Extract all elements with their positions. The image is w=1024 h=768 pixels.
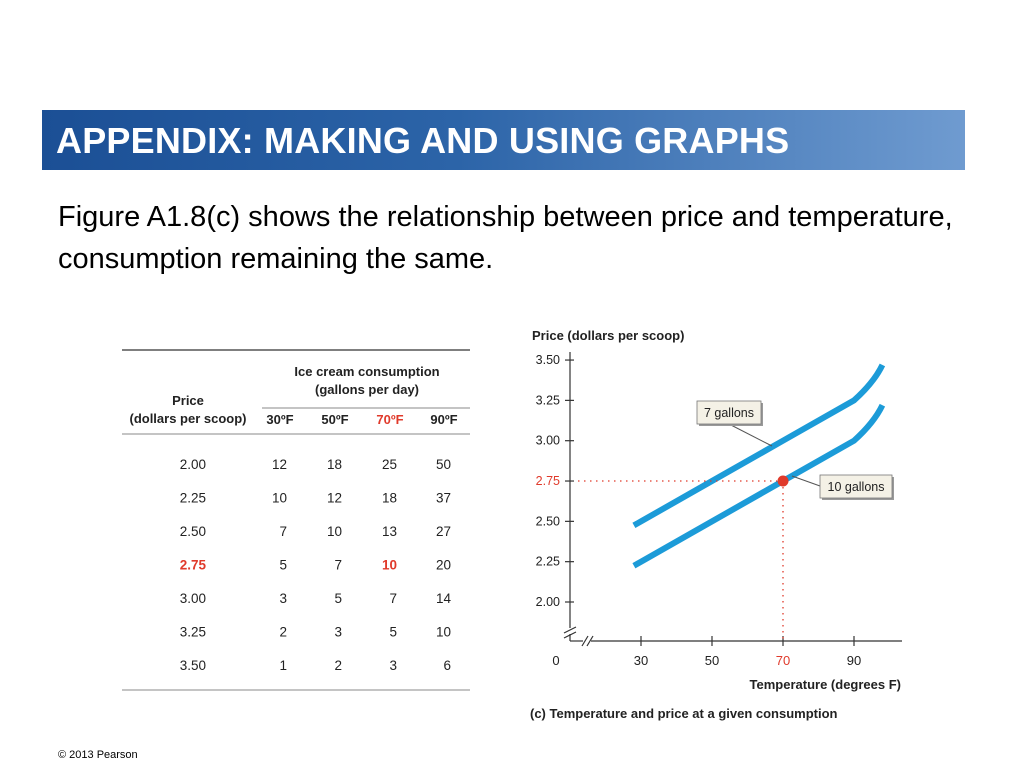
table-cell: 37 xyxy=(436,491,451,506)
table-cell: 10 xyxy=(382,558,397,573)
price-cell: 2.00 xyxy=(180,457,206,472)
series-label-leader xyxy=(728,423,773,447)
x-tick-label: 30 xyxy=(634,653,648,668)
table-cell: 5 xyxy=(279,558,287,573)
x-axis-break xyxy=(581,635,594,647)
column-header: 30ºF xyxy=(266,412,293,427)
consumption-header: Ice cream consumption xyxy=(294,364,439,379)
table-cell: 25 xyxy=(382,457,397,472)
table-cell: 10 xyxy=(272,491,287,506)
series-line-10-gallons xyxy=(632,403,886,569)
table-cell: 2 xyxy=(334,658,342,673)
price-cell: 3.50 xyxy=(180,658,206,673)
price-cell: 2.75 xyxy=(180,558,207,573)
table-cell: 12 xyxy=(327,491,342,506)
table-cell: 6 xyxy=(443,658,451,673)
column-header: 90ºF xyxy=(430,412,457,427)
price-cell: 2.50 xyxy=(180,524,206,539)
table-cell: 3 xyxy=(279,591,287,606)
table-cell: 12 xyxy=(272,457,287,472)
table-cell: 18 xyxy=(327,457,342,472)
table-cell: 18 xyxy=(382,491,397,506)
consumption-header-unit: (gallons per day) xyxy=(315,382,419,397)
table-cell: 27 xyxy=(436,524,451,539)
slide-title: APPENDIX: MAKING AND USING GRAPHS xyxy=(56,120,790,161)
y-axis-title: Price (dollars per scoop) xyxy=(532,328,684,343)
table-cell: 7 xyxy=(334,558,342,573)
series-label: 7 gallons xyxy=(704,406,754,420)
column-header: 70ºF xyxy=(376,412,403,427)
title-banner: APPENDIX: MAKING AND USING GRAPHS xyxy=(42,110,965,170)
y-tick-label: 2.50 xyxy=(536,514,560,528)
table-cell: 1 xyxy=(279,658,287,673)
y-tick-label: 3.50 xyxy=(536,353,560,367)
series-label-box xyxy=(819,474,893,499)
price-header: Price xyxy=(172,393,204,408)
y-axis-break xyxy=(563,626,577,639)
x-tick-label: 50 xyxy=(705,653,719,668)
intro-text: Figure A1.8(c) shows the relationship be… xyxy=(58,201,953,275)
table-cell: 5 xyxy=(389,625,397,640)
y-tick-label: 2.25 xyxy=(536,555,560,569)
x-tick-label: 0 xyxy=(552,653,559,668)
table-cell: 10 xyxy=(436,625,451,640)
price-header-unit: (dollars per scoop) xyxy=(129,411,246,426)
x-axis-title: Temperature (degrees F) xyxy=(750,677,901,692)
price-cell: 2.25 xyxy=(180,491,206,506)
table-cell: 13 xyxy=(382,524,397,539)
series-line-7-gallons xyxy=(632,363,886,529)
y-tick-label: 2.00 xyxy=(536,595,560,609)
price-cell: 3.25 xyxy=(180,625,206,640)
y-tick-label: 2.75 xyxy=(536,474,560,488)
table-cell: 7 xyxy=(279,524,287,539)
table-cell: 7 xyxy=(389,591,397,606)
table-cell: 3 xyxy=(389,658,397,673)
x-tick-label: 90 xyxy=(847,653,861,668)
price-cell: 3.00 xyxy=(180,591,206,606)
table-cell: 5 xyxy=(334,591,342,606)
y-tick-label: 3.00 xyxy=(536,434,560,448)
series-label: 10 gallons xyxy=(828,480,885,494)
table-cell: 50 xyxy=(436,457,451,472)
column-header: 50ºF xyxy=(321,412,348,427)
table-cell: 2 xyxy=(279,625,287,640)
table-cell: 20 xyxy=(436,558,451,573)
table-cell: 3 xyxy=(334,625,342,640)
table-cell: 14 xyxy=(436,591,452,606)
highlight-point xyxy=(777,475,789,487)
copyright-notice: © 2013 Pearson xyxy=(58,749,138,761)
series-label-box xyxy=(696,400,762,425)
y-tick-label: 3.25 xyxy=(536,393,560,407)
series-label-leader xyxy=(791,475,821,487)
table-cell: 10 xyxy=(327,524,342,539)
x-tick-label: 70 xyxy=(776,653,790,668)
chart-caption: (c) Temperature and price at a given con… xyxy=(530,706,838,721)
